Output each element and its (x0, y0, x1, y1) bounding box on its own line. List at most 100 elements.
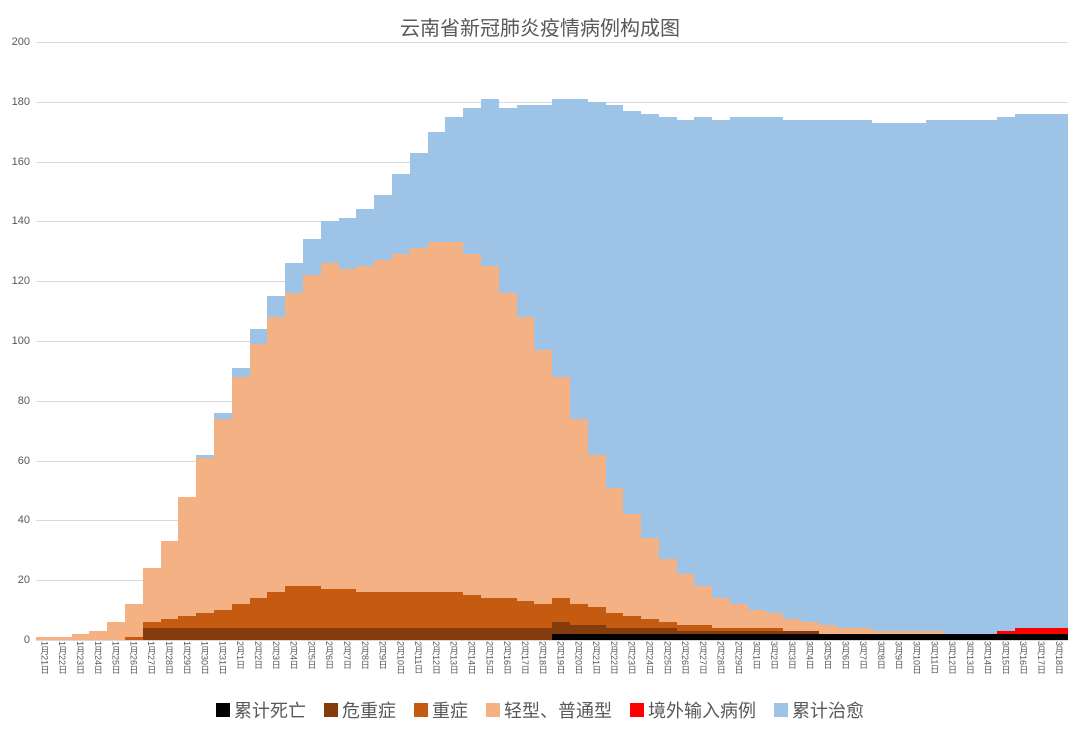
bar-segment-deaths (872, 634, 890, 640)
x-tick-label: 2月15日 (481, 641, 499, 685)
bar-segment-severe (534, 604, 552, 628)
x-tick-label: 2月23日 (623, 641, 641, 685)
bar (623, 42, 641, 640)
bar-segment-mild (588, 455, 606, 607)
bar (36, 42, 54, 640)
bar (534, 42, 552, 640)
y-tick-label: 60 (2, 455, 30, 467)
x-tick-label: 3月12日 (944, 641, 962, 685)
bar-segment-deaths (1033, 634, 1051, 640)
x-tick-label: 2月2日 (250, 641, 268, 685)
bar (872, 42, 890, 640)
bar-segment-deaths (783, 634, 801, 640)
x-tick-label: 3月6日 (837, 641, 855, 685)
bar (944, 42, 962, 640)
bar-segment-mild (374, 260, 392, 592)
chart-title: 云南省新冠肺炎疫情病例构成图 (0, 0, 1080, 45)
bar-segment-cured (463, 108, 481, 255)
bar (161, 42, 179, 640)
bar (285, 42, 303, 640)
legend-swatch (216, 703, 230, 717)
bar-segment-mild (552, 377, 570, 598)
x-tick-label: 2月7日 (339, 641, 357, 685)
bar-segment-deaths (961, 634, 979, 640)
bar-segment-cured (837, 120, 855, 628)
legend-swatch (414, 703, 428, 717)
bar-segment-severe (410, 592, 428, 628)
bar-segment-critical (410, 628, 428, 640)
bar-segment-critical (232, 628, 250, 640)
bar-segment-cured (730, 117, 748, 604)
bar (339, 42, 357, 640)
bar-segment-deaths (748, 634, 766, 640)
bar-segment-severe (445, 592, 463, 628)
bar-segment-critical (267, 628, 285, 640)
bar-segment-deaths (552, 634, 570, 640)
bar-segment-deaths (926, 634, 944, 640)
bar (232, 42, 250, 640)
y-tick-label: 40 (2, 514, 30, 526)
bar-segment-mild (178, 497, 196, 617)
bar-segment-deaths (588, 634, 606, 640)
bar-segment-deaths (623, 634, 641, 640)
bar-segment-critical (356, 628, 374, 640)
bar-segment-cured (659, 117, 677, 560)
bar-segment-deaths (855, 634, 873, 640)
y-tick-label: 20 (2, 574, 30, 586)
x-tick-label: 2月26日 (677, 641, 695, 685)
bar-segment-mild (517, 317, 535, 601)
bar (570, 42, 588, 640)
bar-segment-critical (178, 628, 196, 640)
bar (641, 42, 659, 640)
bar-segment-critical (499, 628, 517, 640)
bar (677, 42, 695, 640)
bar-segment-mild (107, 622, 125, 640)
bar-segment-severe (161, 619, 179, 628)
bar-segment-cured (1015, 114, 1033, 628)
x-tick-label: 1月27日 (143, 641, 161, 685)
bar-segment-critical (196, 628, 214, 640)
bar-segment-severe (232, 604, 250, 628)
bar (54, 42, 72, 640)
bar-segment-severe (125, 637, 143, 640)
x-tick-label: 1月22日 (54, 641, 72, 685)
y-tick-label: 100 (2, 335, 30, 347)
bar-segment-severe (392, 592, 410, 628)
x-tick-label: 3月1日 (748, 641, 766, 685)
bar-segment-cured (623, 111, 641, 515)
bar-segment-deaths (801, 634, 819, 640)
x-tick-label: 2月22日 (606, 641, 624, 685)
bar (250, 42, 268, 640)
bar-segment-critical (445, 628, 463, 640)
x-tick-label: 2月12日 (428, 641, 446, 685)
bar (356, 42, 374, 640)
bar-segment-critical (570, 625, 588, 634)
bar-segment-severe (303, 586, 321, 628)
x-tick-label: 2月27日 (694, 641, 712, 685)
bar-segment-cured (517, 105, 535, 317)
x-tick-label: 1月25日 (107, 641, 125, 685)
plot-area (36, 42, 1068, 641)
bar-segment-severe (588, 607, 606, 625)
x-tick-label: 2月16日 (499, 641, 517, 685)
x-tick-label: 2月10日 (392, 641, 410, 685)
bar-segment-mild (196, 458, 214, 613)
bar-segment-severe (499, 598, 517, 628)
bar-segment-cured (321, 221, 339, 263)
bar-segment-deaths (730, 634, 748, 640)
legend-item-critical: 危重症 (324, 697, 396, 723)
bar-segment-mild (285, 293, 303, 586)
bar-segment-cured (232, 368, 250, 377)
bar-segment-mild (54, 637, 72, 640)
bar-segment-severe (214, 610, 232, 628)
bar-segment-cured (392, 174, 410, 255)
x-tick-label: 1月23日 (72, 641, 90, 685)
x-tick-label: 1月30日 (196, 641, 214, 685)
bar (926, 42, 944, 640)
bar-segment-mild (267, 317, 285, 592)
bar (694, 42, 712, 640)
bar-segment-mild (694, 586, 712, 625)
bar (766, 42, 784, 640)
bar-segment-cured (855, 120, 873, 628)
bar-segment-severe (428, 592, 446, 628)
